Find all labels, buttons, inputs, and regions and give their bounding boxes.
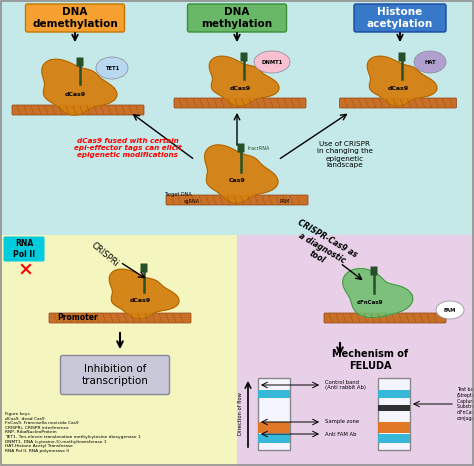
Text: Promoter: Promoter [58, 314, 99, 322]
Text: PAM: PAM [280, 199, 290, 204]
Text: dFnCas9: dFnCas9 [357, 300, 383, 304]
FancyBboxPatch shape [12, 105, 144, 115]
Text: dCas9: dCas9 [387, 85, 409, 90]
Text: FAM: FAM [444, 308, 456, 313]
Text: dCas9: dCas9 [129, 299, 151, 303]
Text: RNA
Pol II: RNA Pol II [13, 240, 35, 259]
Bar [378, 390, 410, 398]
Text: Inhibition of
transcription: Inhibition of transcription [82, 364, 148, 386]
Ellipse shape [414, 51, 446, 73]
Text: DNMT1: DNMT1 [261, 60, 283, 64]
Polygon shape [42, 59, 117, 115]
Polygon shape [209, 56, 279, 106]
Polygon shape [367, 56, 437, 106]
Bar [258, 378, 290, 450]
FancyBboxPatch shape [26, 4, 125, 32]
FancyBboxPatch shape [324, 313, 446, 323]
Text: Control band
(Anti rabbit Ab): Control band (Anti rabbit Ab) [325, 380, 366, 391]
Bar [0, 0, 474, 235]
Text: dCas9: dCas9 [64, 91, 86, 96]
Text: dCas9: dCas9 [229, 85, 251, 90]
Bar [0, 235, 237, 466]
Ellipse shape [254, 51, 290, 73]
Polygon shape [205, 145, 278, 203]
Text: Use of CRISPR
in changing the
epigenetic
landscape: Use of CRISPR in changing the epigenetic… [317, 142, 373, 169]
Bar [378, 405, 410, 411]
Text: Anti FAM Ab: Anti FAM Ab [325, 432, 356, 437]
FancyBboxPatch shape [237, 144, 245, 152]
Bar [237, 235, 474, 466]
FancyBboxPatch shape [354, 4, 446, 32]
Text: Direction of flow: Direction of flow [238, 392, 244, 435]
FancyBboxPatch shape [371, 267, 377, 275]
Text: Figure keys
dCas9- dead Cas9
FnCas9- Francisella novicida Cas9
CRISPRi- CRISPR i: Figure keys dCas9- dead Cas9 FnCas9- Fra… [5, 412, 141, 453]
Text: dCas9 fused with certain
epi-effector tags can elicit
epigenetic modifications: dCas9 fused with certain epi-effector ta… [74, 138, 182, 158]
FancyBboxPatch shape [61, 356, 170, 395]
Polygon shape [343, 268, 413, 317]
Text: DNA
demethylation: DNA demethylation [32, 7, 118, 29]
Text: HAT: HAT [424, 60, 436, 64]
Ellipse shape [96, 57, 128, 79]
Text: Mechenism of
FELUDA: Mechenism of FELUDA [332, 349, 408, 371]
Text: tracrRNA: tracrRNA [248, 146, 270, 151]
FancyBboxPatch shape [339, 98, 456, 108]
Text: TET1: TET1 [105, 66, 119, 70]
Text: CRISPR-Cas9 as
a diagnostic
tool: CRISPR-Cas9 as a diagnostic tool [285, 218, 358, 278]
Text: Target DNA: Target DNA [164, 192, 192, 197]
FancyBboxPatch shape [188, 4, 286, 32]
FancyBboxPatch shape [240, 53, 247, 62]
FancyBboxPatch shape [49, 313, 191, 323]
Text: Cas9: Cas9 [228, 178, 246, 184]
Text: Test band
(Streptavidin
Capture of
Substrate and
dFnCas9 RNP
conjugate): Test band (Streptavidin Capture of Subst… [457, 387, 474, 421]
Text: CRISPRi: CRISPRi [90, 241, 120, 269]
Bar [258, 390, 290, 398]
FancyBboxPatch shape [166, 195, 308, 205]
FancyBboxPatch shape [76, 57, 83, 67]
FancyBboxPatch shape [3, 237, 45, 261]
Bar [258, 422, 290, 433]
Text: DNA
methylation: DNA methylation [201, 7, 273, 29]
Bar [378, 434, 410, 443]
Polygon shape [109, 269, 179, 319]
Text: sgRNA: sgRNA [184, 199, 200, 204]
Text: Sample zone: Sample zone [325, 419, 359, 425]
Text: Histone
acetylation: Histone acetylation [367, 7, 433, 29]
Bar [258, 434, 290, 443]
FancyBboxPatch shape [174, 98, 306, 108]
Ellipse shape [436, 301, 464, 319]
Bar [378, 422, 410, 433]
FancyBboxPatch shape [399, 53, 405, 62]
Bar [378, 378, 410, 450]
FancyBboxPatch shape [140, 263, 147, 273]
